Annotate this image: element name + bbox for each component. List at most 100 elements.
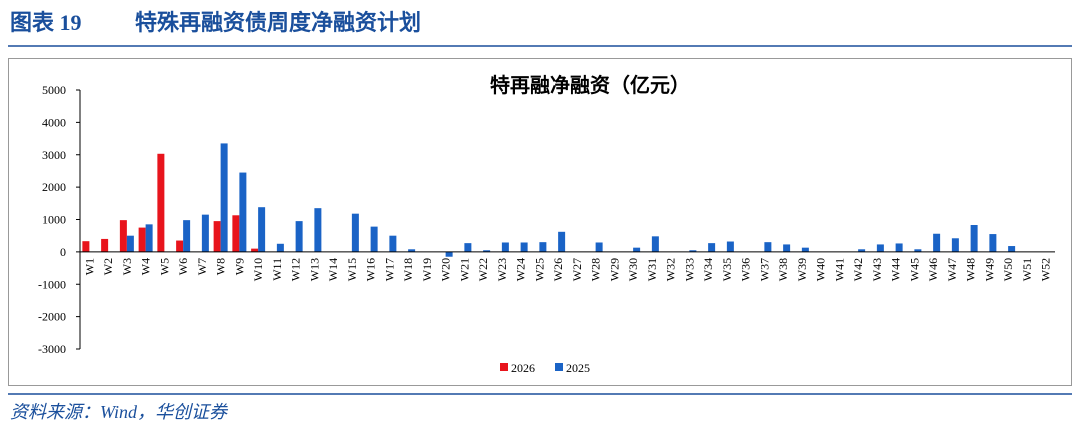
- bar: [520, 242, 528, 252]
- x-tick-label: W8: [214, 258, 228, 275]
- x-tick-label: W44: [889, 258, 903, 281]
- bar: [483, 250, 491, 252]
- x-tick-label: W4: [139, 258, 153, 275]
- bar: [176, 240, 184, 252]
- chart-title: 特再融净融资（亿元）: [490, 73, 690, 97]
- legend-label: 2025: [566, 361, 590, 375]
- x-tick-label: W30: [626, 258, 640, 281]
- x-tick-label: W1: [82, 258, 96, 275]
- x-tick-label: W34: [701, 258, 715, 281]
- bar: [251, 248, 259, 252]
- y-tick-label: 3000: [42, 148, 66, 162]
- x-tick-label: W14: [326, 258, 340, 281]
- bar: [501, 242, 509, 252]
- x-tick-label: W36: [739, 258, 753, 281]
- x-tick-label: W26: [551, 258, 565, 281]
- x-tick-label: W31: [645, 258, 659, 281]
- figure-label: 图表 19: [10, 10, 82, 35]
- x-tick-label: W37: [757, 258, 771, 281]
- bar: [764, 242, 772, 252]
- bar: [239, 172, 247, 252]
- x-tick-label: W43: [870, 258, 884, 281]
- x-tick-label: W41: [832, 258, 846, 281]
- x-tick-label: W48: [964, 258, 978, 281]
- figure-title: 特殊再融资债周度净融资计划: [135, 10, 421, 35]
- x-tick-label: W33: [682, 258, 696, 281]
- x-tick-label: W46: [926, 258, 940, 281]
- x-tick-label: W18: [401, 258, 415, 281]
- bar: [951, 238, 959, 252]
- x-tick-label: W40: [814, 258, 828, 281]
- bar: [726, 241, 734, 252]
- x-tick-label: W20: [439, 258, 453, 281]
- x-tick-label: W49: [982, 258, 996, 281]
- bar: [689, 250, 697, 252]
- x-tick-label: W7: [195, 258, 209, 275]
- bar: [101, 238, 109, 252]
- x-tick-label: W11: [270, 258, 284, 281]
- x-tick-label: W17: [382, 258, 396, 281]
- legend-label: 2026: [511, 361, 535, 375]
- x-tick-label: W5: [157, 258, 171, 275]
- x-tick-label: W6: [176, 258, 190, 275]
- x-tick-label: W50: [1001, 258, 1015, 281]
- y-tick-label: 0: [60, 245, 66, 259]
- bar: [1008, 246, 1016, 252]
- bar: [595, 242, 603, 252]
- y-tick-label: -2000: [38, 310, 66, 324]
- bar: [651, 236, 659, 252]
- y-tick-label: 5000: [42, 83, 66, 97]
- bar: [370, 226, 378, 252]
- x-tick-label: W3: [120, 258, 134, 275]
- bar: [220, 143, 228, 252]
- bar: [558, 231, 566, 252]
- x-tick-label: W2: [101, 258, 115, 275]
- x-tick-label: W21: [457, 258, 471, 281]
- x-tick-label: W42: [851, 258, 865, 281]
- bar: [389, 235, 397, 252]
- x-tick-label: W15: [345, 258, 359, 281]
- bar: [138, 227, 146, 252]
- x-tick-label: W22: [476, 258, 490, 281]
- bar: [633, 247, 641, 252]
- chart-frame: [8, 58, 1072, 386]
- x-tick-label: W51: [1020, 258, 1034, 281]
- bar: [213, 221, 221, 252]
- y-tick-label: -1000: [38, 277, 66, 291]
- x-tick-label: W23: [495, 258, 509, 281]
- x-tick-label: W32: [664, 258, 678, 281]
- bar: [408, 249, 416, 252]
- bar: [539, 242, 547, 252]
- bar: [232, 215, 240, 252]
- x-tick-label: W45: [907, 258, 921, 281]
- y-tick-label: 1000: [42, 213, 66, 227]
- x-tick-label: W47: [945, 258, 959, 281]
- bar: [876, 244, 884, 252]
- bar: [801, 247, 809, 252]
- bar: [157, 153, 165, 252]
- bar: [314, 208, 322, 252]
- bar: [276, 243, 284, 252]
- x-tick-label: W28: [589, 258, 603, 281]
- x-tick-label: W29: [607, 258, 621, 281]
- x-tick-label: W9: [232, 258, 246, 275]
- bar: [783, 244, 791, 252]
- x-tick-label: W12: [289, 258, 303, 281]
- bar: [445, 251, 453, 257]
- x-tick-label: W25: [532, 258, 546, 281]
- bar: [895, 243, 903, 252]
- legend-swatch: [500, 363, 508, 371]
- bar: [351, 213, 359, 252]
- x-tick-label: W35: [720, 258, 734, 281]
- bar: [295, 221, 303, 252]
- bar: [201, 214, 209, 252]
- x-tick-label: W19: [420, 258, 434, 281]
- source-note: 资料来源：Wind，华创证券: [10, 402, 229, 422]
- bar: [119, 220, 127, 252]
- y-tick-label: 4000: [42, 115, 66, 129]
- bar: [82, 241, 90, 252]
- bar: [145, 224, 153, 252]
- bar: [858, 249, 866, 252]
- x-tick-label: W10: [251, 258, 265, 281]
- bar: [126, 235, 134, 252]
